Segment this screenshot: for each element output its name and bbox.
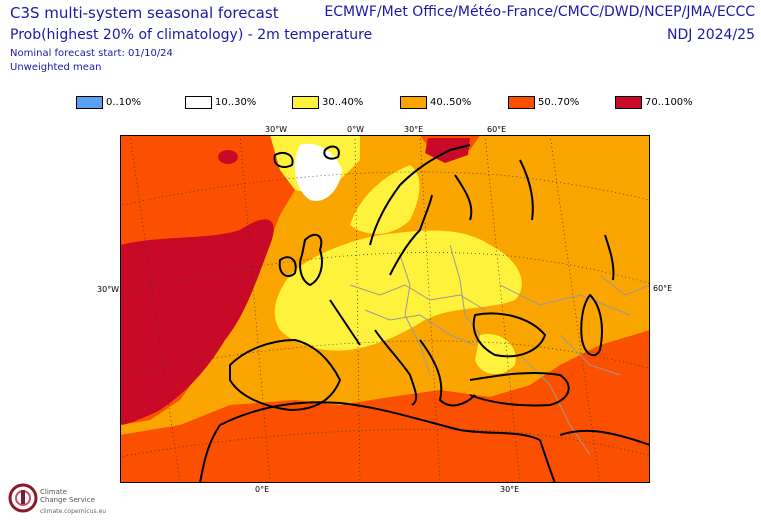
map-subtitle: Prob(highest 20% of climatology) - 2m te… [10, 27, 373, 43]
logo-line: Climate [40, 488, 67, 496]
coast-ireland [278, 256, 297, 278]
copernicus-logo [8, 483, 38, 513]
top-lon-label: 0°W [347, 125, 364, 134]
legend-label: 30..40% [322, 97, 364, 108]
map-frame [120, 135, 650, 483]
region-30-40-central-europe [274, 230, 522, 351]
coast-balkans [419, 339, 476, 407]
coastlines [199, 144, 650, 483]
legend-swatch [400, 96, 427, 109]
legend-item: 10..30% [185, 96, 256, 109]
top-lon-label: 30°W [265, 125, 288, 134]
country-borders [349, 244, 650, 456]
top-lon-label: 30°E [404, 125, 424, 134]
coast-italy [374, 329, 418, 406]
coast-urals [604, 234, 615, 281]
coast-iceland [273, 152, 294, 168]
coast-iberia [229, 339, 341, 411]
coast-british-isles [299, 233, 323, 286]
logo-text: Climate Change Service [40, 488, 95, 504]
systems-list: ECMWF/Met Office/Météo-France/CMCC/DWD/N… [324, 4, 755, 20]
bottom-lon-label: 0°E [255, 485, 270, 494]
legend-swatch [292, 96, 319, 109]
region-50-70-south [120, 330, 650, 483]
left-lon-label: 30°W [97, 285, 120, 294]
legend-item: 50..70% [508, 96, 579, 109]
coast-north-africa [219, 401, 541, 441]
legend-label: 40..50% [430, 97, 472, 108]
legend-item: 40..50% [400, 96, 471, 109]
coast-red-sea [539, 439, 556, 483]
logo-url: climate.copernicus.eu [40, 508, 107, 515]
map-title: C3S multi-system seasonal forecast [10, 4, 279, 22]
legend-label: 10..30% [215, 97, 257, 108]
right-lon-label: 60°E [653, 284, 673, 293]
forecast-start-note: Nominal forecast start: 01/10/24 [10, 48, 173, 59]
graticule [120, 135, 650, 483]
weighting-note: Unweighted mean [10, 62, 102, 73]
probability-map [120, 135, 650, 483]
region-30-40-black-sea [475, 334, 516, 375]
coast-svalbard [323, 145, 340, 160]
legend-label: 0..10% [106, 97, 141, 108]
coast-turkey [469, 371, 570, 407]
legend-swatch [508, 96, 535, 109]
coast-baltic [389, 194, 433, 276]
legend-swatch [185, 96, 212, 109]
season-label: NDJ 2024/25 [667, 27, 755, 43]
bottom-lon-label: 30°E [500, 485, 520, 494]
legend-swatch [76, 96, 103, 109]
logo-line: Change Service [40, 496, 95, 504]
legend-item: 30..40% [292, 96, 363, 109]
legend-label: 70..100% [645, 97, 693, 108]
coast-france [329, 299, 361, 346]
coast-novaya-zemlya [519, 159, 534, 221]
coast-caspian [580, 294, 603, 357]
legend-item: 70..100% [615, 96, 693, 109]
coast-arabia [559, 429, 650, 446]
region-70-100-atlantic [120, 219, 274, 425]
coast-norway [369, 144, 471, 246]
legend-label: 50..70% [538, 97, 580, 108]
legend-item: 0..10% [76, 96, 141, 109]
region-70-100-spot [218, 150, 238, 164]
legend-swatch [615, 96, 642, 109]
coast-west-africa [199, 424, 221, 483]
top-lon-label: 60°E [487, 125, 507, 134]
coast-black-sea [472, 312, 546, 358]
coast-white-sea [454, 174, 473, 221]
